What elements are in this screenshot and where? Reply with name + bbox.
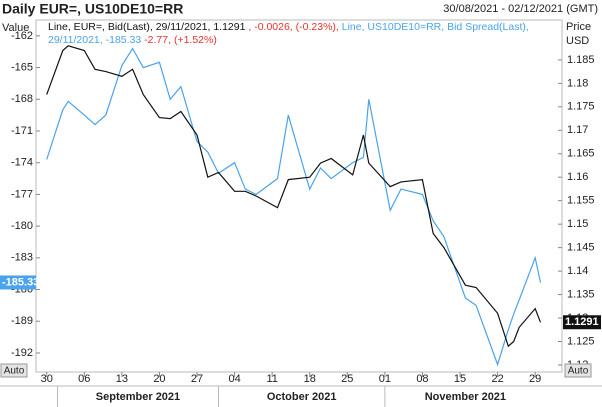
y2-tick-label: 1.145 — [567, 242, 595, 254]
legend-item: Line, EUR=, Bid(Last), — [48, 21, 153, 33]
date-range: 30/08/2021 - 02/12/2021 (GMT) — [443, 3, 598, 15]
y2-tick-label: 1.175 — [567, 101, 595, 113]
y2-tick-label: 1.14 — [567, 265, 588, 277]
y-axis-label: Value — [2, 22, 29, 34]
y2-axis-label: USD — [566, 35, 589, 47]
y-tick-label: -177 — [11, 188, 33, 200]
y-tick-label: -180 — [11, 220, 33, 232]
y-tick-label: -162 — [11, 30, 33, 42]
x-tick-label: 15 — [454, 373, 466, 385]
x-tick-label: 22 — [491, 373, 503, 385]
x-tick-label: 25 — [341, 373, 353, 385]
x-tick-label: 06 — [78, 373, 90, 385]
x-tick-label: 04 — [228, 373, 240, 385]
chart-title: Daily EUR=, US10DE10=RR — [2, 1, 183, 17]
x-tick-label: 13 — [116, 373, 128, 385]
legend-item: 29/11/2021, — [156, 21, 211, 33]
legend-item: Line, US10DE10=RR, Bid Spread(Last), — [342, 21, 529, 33]
legend: Line, EUR=, Bid(Last), 29/11/2021, 1.129… — [48, 21, 529, 33]
legend-item: -185.33 — [106, 34, 142, 46]
y-tick-label: -174 — [11, 157, 33, 169]
y2-tick-label: 1.135 — [567, 288, 595, 300]
legend-item: 1.1291 — [213, 21, 245, 33]
legend-item: 29/11/2021, — [48, 34, 103, 46]
y-tick-label: -165 — [11, 61, 33, 73]
last-value-box — [563, 315, 601, 330]
auto-button-label[interactable]: Auto — [4, 366, 25, 377]
y2-tick-label: 1.16 — [567, 171, 588, 183]
x-tick-label: 01 — [379, 373, 391, 385]
y-tick-label: -189 — [11, 315, 33, 327]
y2-axis-label: Price — [566, 21, 591, 33]
month-label: October 2021 — [267, 391, 337, 403]
month-label: November 2021 — [425, 391, 506, 403]
x-tick-label: 18 — [304, 373, 316, 385]
y2-tick-label: 1.155 — [567, 195, 595, 207]
y-tick-label: -183 — [11, 252, 33, 264]
month-label: September 2021 — [96, 391, 180, 403]
last-value-label: 1.1291 — [565, 316, 599, 328]
legend: 29/11/2021, -185.33 -2.77, (+1.52%) — [48, 34, 217, 46]
last-value-label: -185.33 — [2, 276, 39, 288]
y-tick-label: -168 — [11, 93, 33, 105]
x-tick-label: 08 — [416, 373, 428, 385]
x-tick-label: 11 — [266, 373, 277, 385]
y-tick-label: -192 — [11, 347, 33, 359]
legend-item: , -0.0026, (-0.23%), — [248, 21, 338, 33]
series-line — [46, 47, 542, 367]
legend-item: -2.77, (+1.52%) — [144, 34, 217, 46]
y2-tick-label: 1.18 — [567, 77, 588, 89]
auto-button-label[interactable]: Auto — [568, 366, 589, 377]
x-tick-label: 29 — [529, 373, 541, 385]
y-tick-label: -171 — [11, 125, 33, 137]
x-tick-label: 20 — [153, 373, 165, 385]
y2-tick-label: 1.185 — [567, 54, 595, 66]
x-tick-label: 30 — [41, 373, 53, 385]
y2-tick-label: 1.17 — [567, 124, 588, 136]
x-tick-label: 27 — [191, 373, 203, 385]
last-value-box — [0, 275, 36, 290]
y2-tick-label: 1.15 — [567, 218, 588, 230]
series-line — [46, 45, 542, 348]
plot-frame — [35, 19, 563, 373]
y2-tick-label: 1.125 — [567, 335, 595, 347]
auto-button[interactable] — [0, 363, 28, 378]
auto-button[interactable] — [564, 363, 592, 378]
y2-tick-label: 1.165 — [567, 148, 595, 160]
